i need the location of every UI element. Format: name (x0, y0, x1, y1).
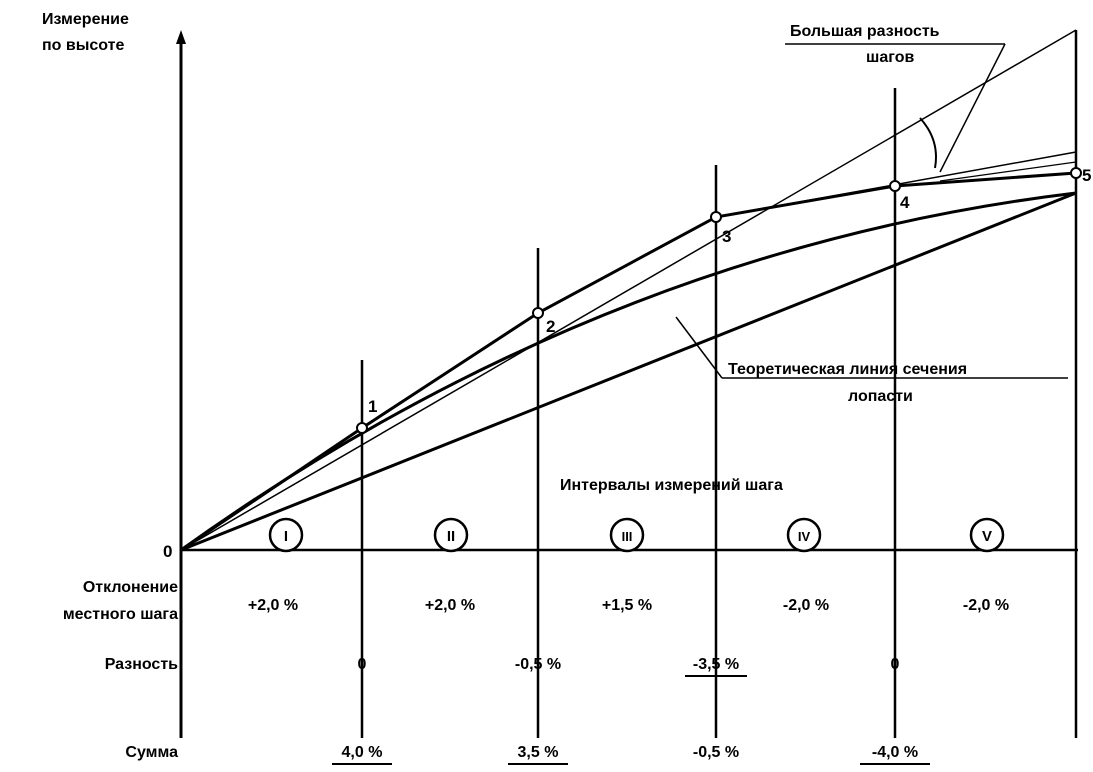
deviation-value-5: -2,0 % (963, 597, 1009, 614)
difference-value-4: 0 (891, 656, 900, 673)
intervals-title: Интервалы измерений шага (560, 477, 783, 494)
point-4-label: 4 (900, 193, 910, 212)
difference-row-label: Разность (105, 656, 178, 673)
point-3-label: 3 (722, 227, 731, 246)
deviation-value-3: +1,5 % (602, 597, 652, 614)
interval-label-5: V (982, 528, 992, 545)
deviation-value-2: +2,0 % (425, 597, 475, 614)
deviation-row-label-line-2: местного шага (63, 606, 178, 623)
sum-value-2: 3,5 % (518, 744, 559, 761)
theoretical-label-line-2: лопасти (848, 388, 913, 405)
y-axis-arrow-icon (176, 30, 186, 44)
difference-value-2: -0,5 % (515, 656, 561, 673)
point-4-marker (889, 180, 901, 192)
interval-circle-5 (969, 517, 1005, 553)
theoretical-label-line-1: Теоретическая линия сечения (728, 361, 967, 378)
measured-pitch-line (180, 171, 1077, 552)
big-difference-label-line-1: Большая разность (790, 23, 940, 40)
point-1-marker (356, 422, 368, 434)
sum-value-4: -4,0 % (872, 744, 918, 761)
difference-value-1: 0 (358, 656, 367, 673)
big-difference-leader (939, 43, 1006, 173)
deviation-value-4: -2,0 % (783, 597, 829, 614)
extended-chord-line (180, 29, 1077, 551)
difference-value-3: -3,5 % (693, 656, 739, 673)
point-5-marker (1070, 167, 1082, 179)
interval-circle-2 (433, 517, 469, 553)
thin-guide-line (939, 161, 1077, 182)
angle-arc (919, 117, 937, 169)
sum-value-3: -0,5 % (693, 744, 739, 761)
sum-value-1: 4,0 % (342, 744, 383, 761)
point-5-label: 5 (1082, 166, 1091, 185)
interval-circle-3 (609, 517, 645, 553)
interval-circle-1 (268, 517, 304, 553)
straight-chord-line (180, 191, 1077, 552)
interval-label-2: II (447, 528, 455, 545)
interval-circle-4 (786, 517, 822, 553)
interval-label-4: IV (798, 529, 811, 544)
point-2-label: 2 (546, 317, 555, 336)
deviation-row-label-line-1: Отклонение (83, 579, 178, 596)
big-difference-label-line-2: шагов (866, 49, 914, 66)
deviation-value-1: +2,0 % (248, 597, 298, 614)
y-axis-label-line-2: по высоте (42, 37, 124, 54)
point-2-marker (532, 307, 544, 319)
y-axis-label-line-1: Измерение (42, 11, 129, 28)
interval-label-1: I (284, 528, 288, 545)
interval-markers: I II III IV V (268, 517, 1005, 553)
origin-label: 0 (163, 542, 172, 561)
theoretical-leader (675, 316, 723, 379)
theoretical-section-curve (180, 191, 1077, 552)
point-3-marker (710, 211, 722, 223)
interval-label-3: III (622, 529, 633, 544)
sum-row-label: Сумма (125, 744, 178, 761)
point-1-label: 1 (368, 397, 377, 416)
